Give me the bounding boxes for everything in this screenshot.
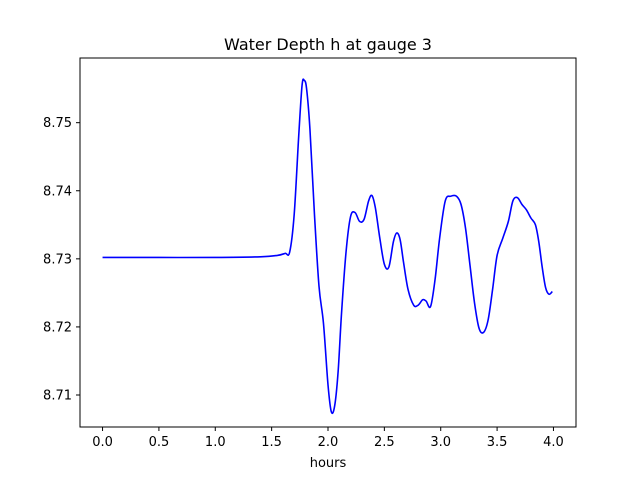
x-tick-label: 2.5 [374, 435, 395, 450]
series-line [102, 78, 553, 415]
x-tick-label: 3.0 [430, 435, 451, 450]
x-tick-label: 1.0 [205, 435, 226, 450]
x-tick-label: 0.5 [149, 435, 170, 450]
y-tick-label: 8.71 [43, 389, 72, 404]
x-tick-label: 1.5 [261, 435, 282, 450]
y-tick-label: 8.72 [43, 320, 72, 335]
x-tick-label: 2.0 [318, 435, 339, 450]
plot-area [102, 78, 553, 415]
x-tick-label: 0.0 [92, 435, 113, 450]
x-tick-label: 3.5 [487, 435, 508, 450]
x-tick-label: 4.0 [543, 435, 564, 450]
y-tick-label: 8.74 [43, 184, 72, 199]
y-axis: 8.71 8.72 8.73 8.74 8.75 [43, 116, 80, 404]
y-tick-label: 8.73 [43, 252, 72, 267]
chart-title: Water Depth h at gauge 3 [224, 35, 432, 54]
y-tick-label: 8.75 [43, 116, 72, 131]
x-axis: 0.0 0.5 1.0 1.5 2.0 2.5 3.0 3.5 4.0 [92, 427, 564, 450]
x-axis-label: hours [310, 456, 347, 471]
